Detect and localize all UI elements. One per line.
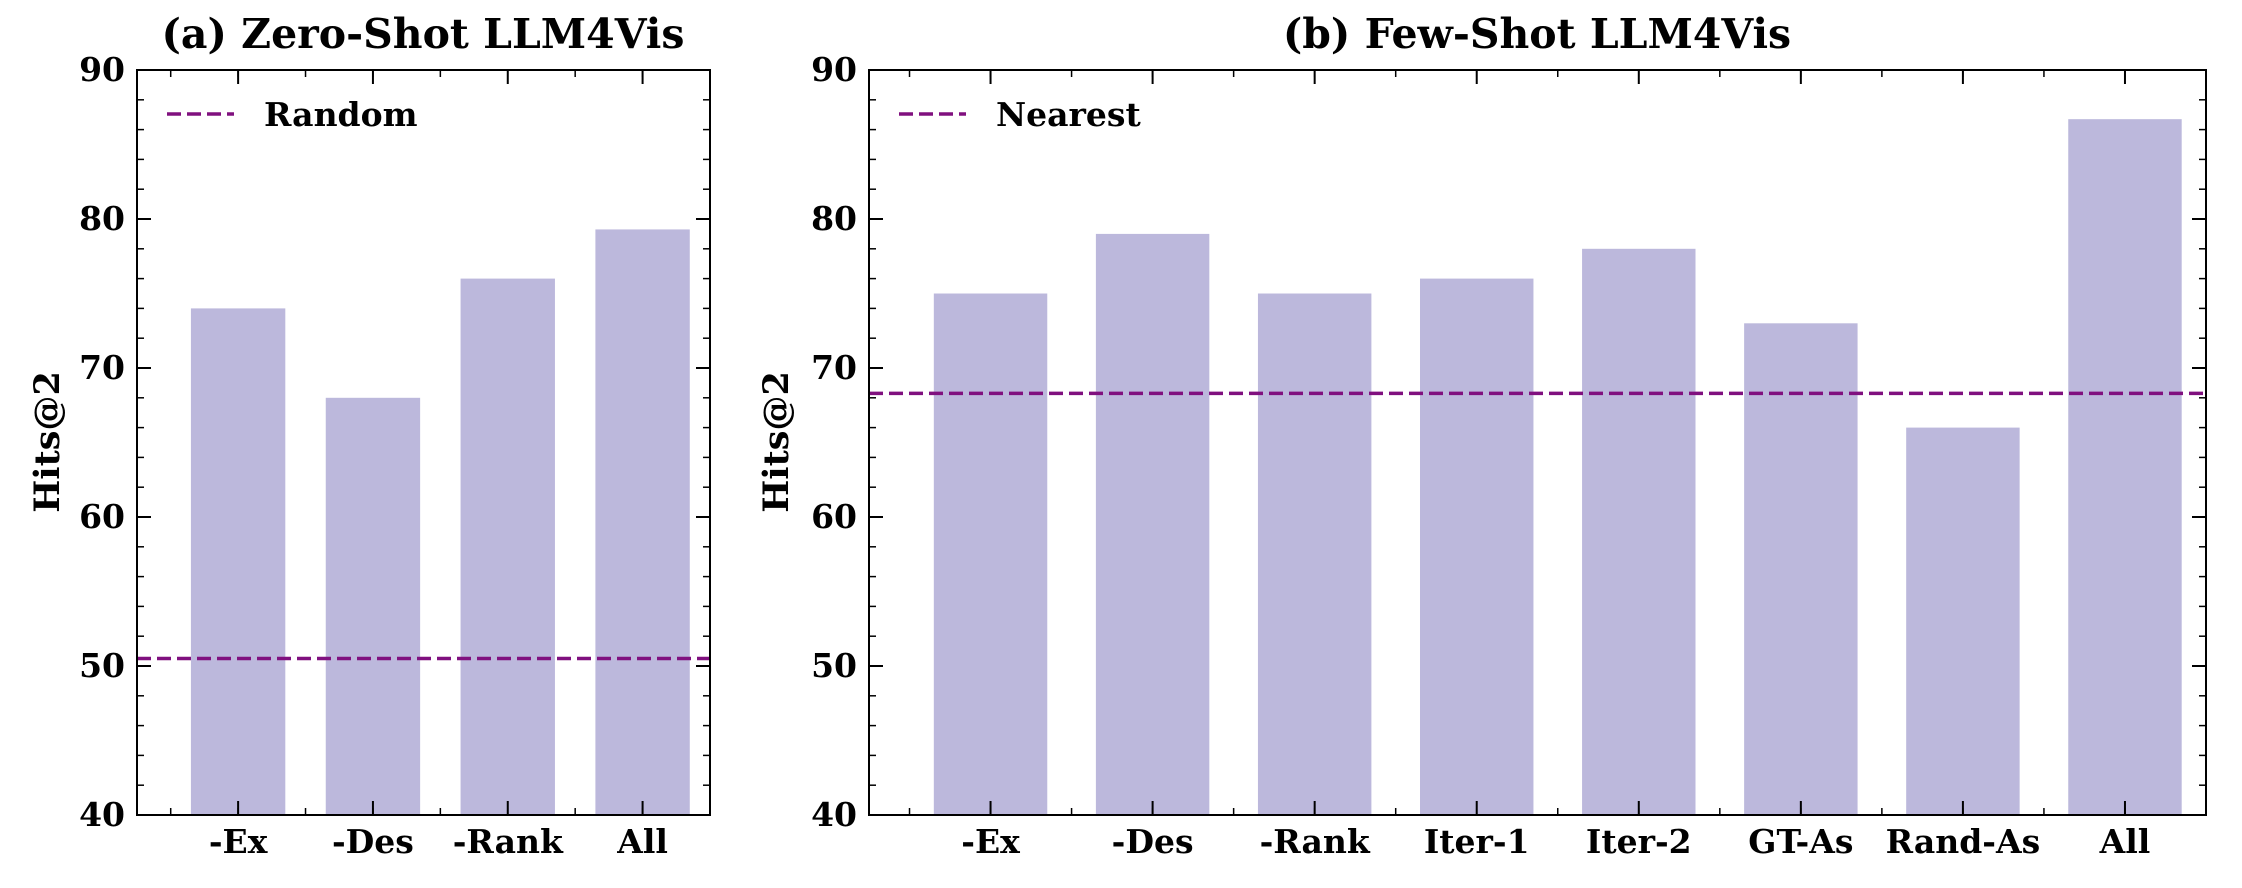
x-tick-label: -Rank — [453, 822, 564, 861]
y-tick-label: 60 — [811, 497, 857, 536]
y-tick-label: 50 — [79, 646, 125, 685]
x-tick-label: -Des — [332, 822, 414, 861]
bar — [1420, 278, 1534, 816]
y-tick-label: 70 — [79, 348, 125, 387]
bar — [1257, 293, 1372, 815]
bar — [595, 229, 690, 815]
chart-title: (a) Zero-Shot LLM4Vis — [162, 10, 685, 58]
y-axis-label: Hits@2 — [756, 371, 797, 513]
y-tick-label: 80 — [79, 199, 125, 238]
chart-panel-zero-shot: (a) Zero-Shot LLM4Vis Hits@2 40 50 60 70 80 9… — [27, 10, 711, 861]
legend: Nearest — [899, 95, 1142, 134]
y-tick-label: 90 — [811, 50, 857, 89]
y-tick-label: 60 — [79, 497, 125, 536]
legend: Random — [167, 95, 418, 134]
y-tick-label: 50 — [811, 646, 857, 685]
x-tick-label: Rand-As — [1886, 822, 2041, 861]
x-tick-label: -Ex — [209, 822, 268, 861]
chart-title: (b) Few-Shot LLM4Vis — [1283, 10, 1791, 58]
y-tick-label: 90 — [79, 50, 125, 89]
bar — [2068, 119, 2182, 816]
x-tick-label: All — [616, 822, 668, 861]
x-tick-label: -Des — [1112, 822, 1194, 861]
bar — [190, 308, 286, 815]
x-tick-label: -Ex — [961, 822, 1020, 861]
y-tick-label: 80 — [811, 199, 857, 238]
bar — [1095, 233, 1210, 815]
y-tick-label: 40 — [811, 795, 857, 834]
y-tick-label: 70 — [811, 348, 857, 387]
bar — [325, 397, 421, 815]
plot-frame — [868, 69, 2207, 816]
x-tick-label: GT-As — [1748, 822, 1853, 861]
bar — [933, 293, 1048, 815]
x-tick-label: All — [2099, 822, 2151, 861]
bar — [1906, 427, 2020, 815]
legend-label: Random — [264, 95, 418, 134]
chart-panel-few-shot: (b) Few-Shot LLM4Vis Hits@2 40 50 60 70 80 90… — [756, 10, 2207, 861]
bar — [1744, 323, 1858, 815]
bar — [1582, 248, 1696, 816]
x-tick-label: Iter-2 — [1586, 822, 1692, 861]
x-tick-label: Iter-1 — [1424, 822, 1530, 861]
plot-frame — [136, 69, 711, 816]
y-tick-label: 40 — [79, 795, 125, 834]
legend-label: Nearest — [996, 95, 1142, 134]
bar — [460, 278, 555, 816]
y-axis-label: Hits@2 — [27, 371, 68, 513]
x-tick-label: -Rank — [1260, 822, 1371, 861]
